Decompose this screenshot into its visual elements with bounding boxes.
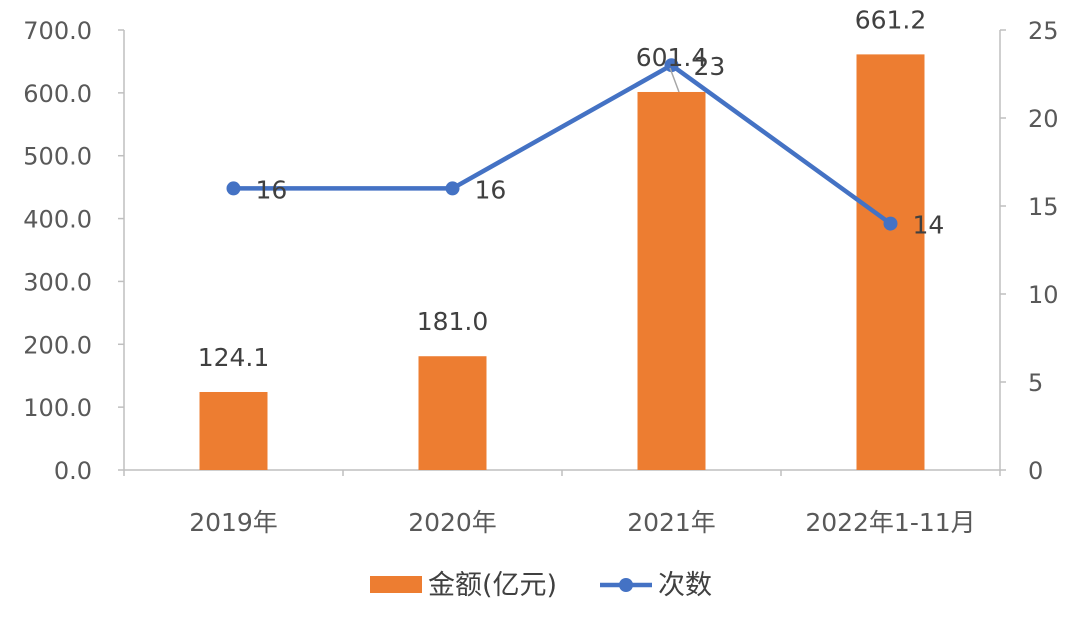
x-tick-label: 2021年 [627, 508, 716, 537]
line-value-label: 16 [256, 175, 288, 204]
bar [418, 356, 487, 470]
right-tick-label: 20 [1028, 105, 1059, 133]
x-tick-label: 2019年 [189, 508, 278, 537]
legend-line-label: 次数 [658, 570, 712, 601]
line-point [664, 58, 679, 73]
right-tick-label: 10 [1028, 281, 1059, 309]
bar [856, 54, 925, 470]
right-tick-label: 25 [1028, 17, 1059, 45]
legend: 金额(亿元) 次数 [370, 570, 712, 601]
x-tick-label: 2020年 [408, 508, 497, 537]
left-tick-label: 500.0 [23, 143, 92, 171]
line-series [226, 58, 898, 231]
line-value-label: 23 [694, 52, 726, 81]
line-path [231, 62, 893, 226]
right-tick-label: 0 [1028, 457, 1043, 485]
line-value-label: 16 [475, 175, 507, 204]
legend-bar-swatch [370, 576, 422, 593]
bar [199, 391, 268, 470]
x-axis: 2019年 2020年 2021年 2022年1-11月 [123, 469, 1001, 537]
line-point [883, 216, 898, 231]
right-tick-label: 5 [1028, 369, 1043, 397]
left-tick-label: 600.0 [23, 80, 92, 108]
legend-line-marker [619, 578, 633, 592]
right-tick-label: 15 [1028, 193, 1059, 221]
line-value-label: 14 [913, 211, 945, 240]
left-tick-label: 0.0 [54, 457, 92, 485]
line-point [445, 181, 460, 196]
right-y-axis: 0 5 10 15 20 25 [999, 17, 1059, 485]
left-tick-label: 100.0 [23, 394, 92, 422]
label-leader-line [669, 67, 680, 93]
left-y-axis: 0.0 100.0 200.0 300.0 400.0 500.0 600.0 700.0 [23, 17, 125, 485]
data-labels: 124.1 181.0 601.4 661.2 16 16 23 14 [198, 5, 945, 372]
x-tick-label: 2022年1-11月 [805, 508, 975, 537]
bar-value-label: 601.4 [636, 43, 708, 72]
bar-value-label: 661.2 [855, 5, 927, 34]
left-tick-label: 700.0 [23, 17, 92, 45]
left-tick-label: 400.0 [23, 206, 92, 234]
legend-bar-label: 金额(亿元) [428, 570, 557, 601]
left-tick-label: 200.0 [23, 331, 92, 359]
bar-value-label: 124.1 [198, 343, 270, 372]
bar-value-label: 181.0 [417, 307, 489, 336]
line-point [226, 181, 241, 196]
left-tick-label: 300.0 [23, 268, 92, 296]
bar-series [199, 54, 925, 470]
bar [637, 91, 706, 470]
